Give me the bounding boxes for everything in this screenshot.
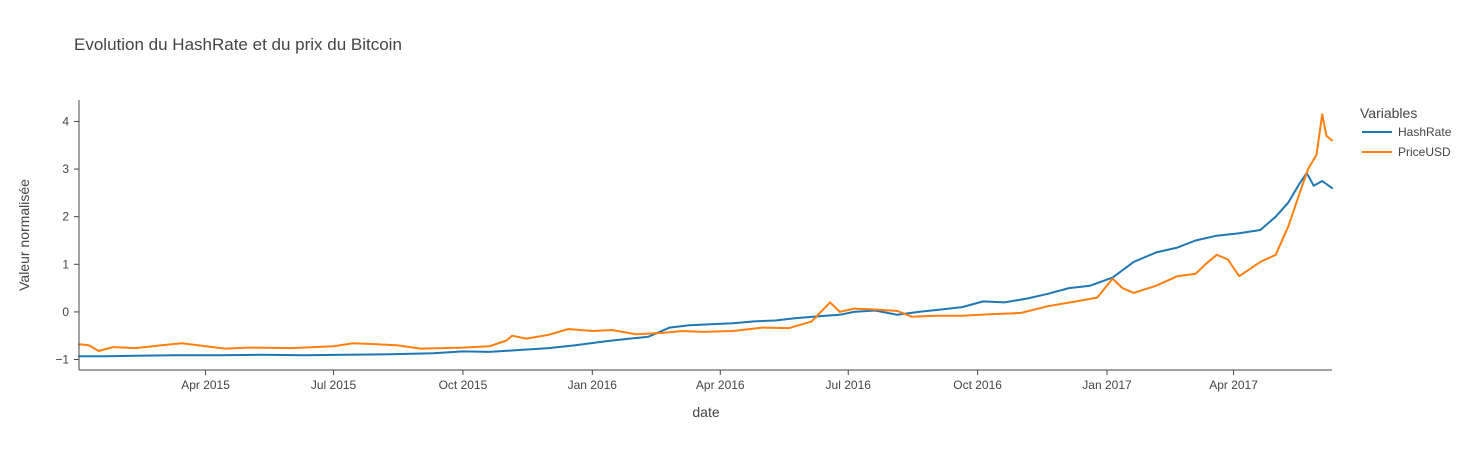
y-tick-label: 1 [62, 257, 69, 271]
legend-label: PriceUSD [1398, 145, 1451, 159]
chart-title: Evolution du HashRate et du prix du Bitc… [74, 35, 402, 54]
x-ticks: Apr 2015 Jul 2015 Oct 2015 Jan 2016 Apr 2016… [181, 370, 1258, 392]
legend: Variables HashRate PriceUSD [1360, 105, 1452, 159]
legend-items: HashRate PriceUSD [1362, 125, 1452, 159]
legend-title: Variables [1360, 105, 1417, 121]
x-tick-label: Jan 2016 [568, 378, 618, 392]
x-tick-label: Apr 2016 [696, 378, 745, 392]
y-tick-label: 4 [62, 114, 69, 128]
x-tick-label: Apr 2017 [1209, 378, 1258, 392]
series-line-hashrate [78, 171, 1333, 358]
x-tick-label: Jul 2015 [311, 378, 357, 392]
x-axis-title: date [692, 404, 719, 420]
x-tick-label: Jan 2017 [1082, 378, 1132, 392]
x-tick-label: Jul 2016 [826, 378, 872, 392]
series-layer [78, 113, 1333, 358]
y-tick-label: −1 [55, 353, 69, 367]
x-tick-label: Oct 2016 [953, 378, 1002, 392]
y-tick-label: 2 [62, 210, 69, 224]
legend-label: HashRate [1398, 125, 1452, 139]
y-axis-title: Valeur normalisée [16, 179, 32, 291]
y-tick-label: 0 [62, 305, 69, 319]
series-line-priceusd [78, 113, 1333, 352]
x-tick-label: Oct 2015 [439, 378, 488, 392]
y-ticks: −1 0 1 2 3 4 [55, 114, 79, 367]
x-tick-label: Apr 2015 [181, 378, 230, 392]
y-tick-label: 3 [62, 162, 69, 176]
plot-area: Apr 2015 Jul 2015 Oct 2015 Jan 2016 Apr 2016… [55, 100, 1333, 392]
